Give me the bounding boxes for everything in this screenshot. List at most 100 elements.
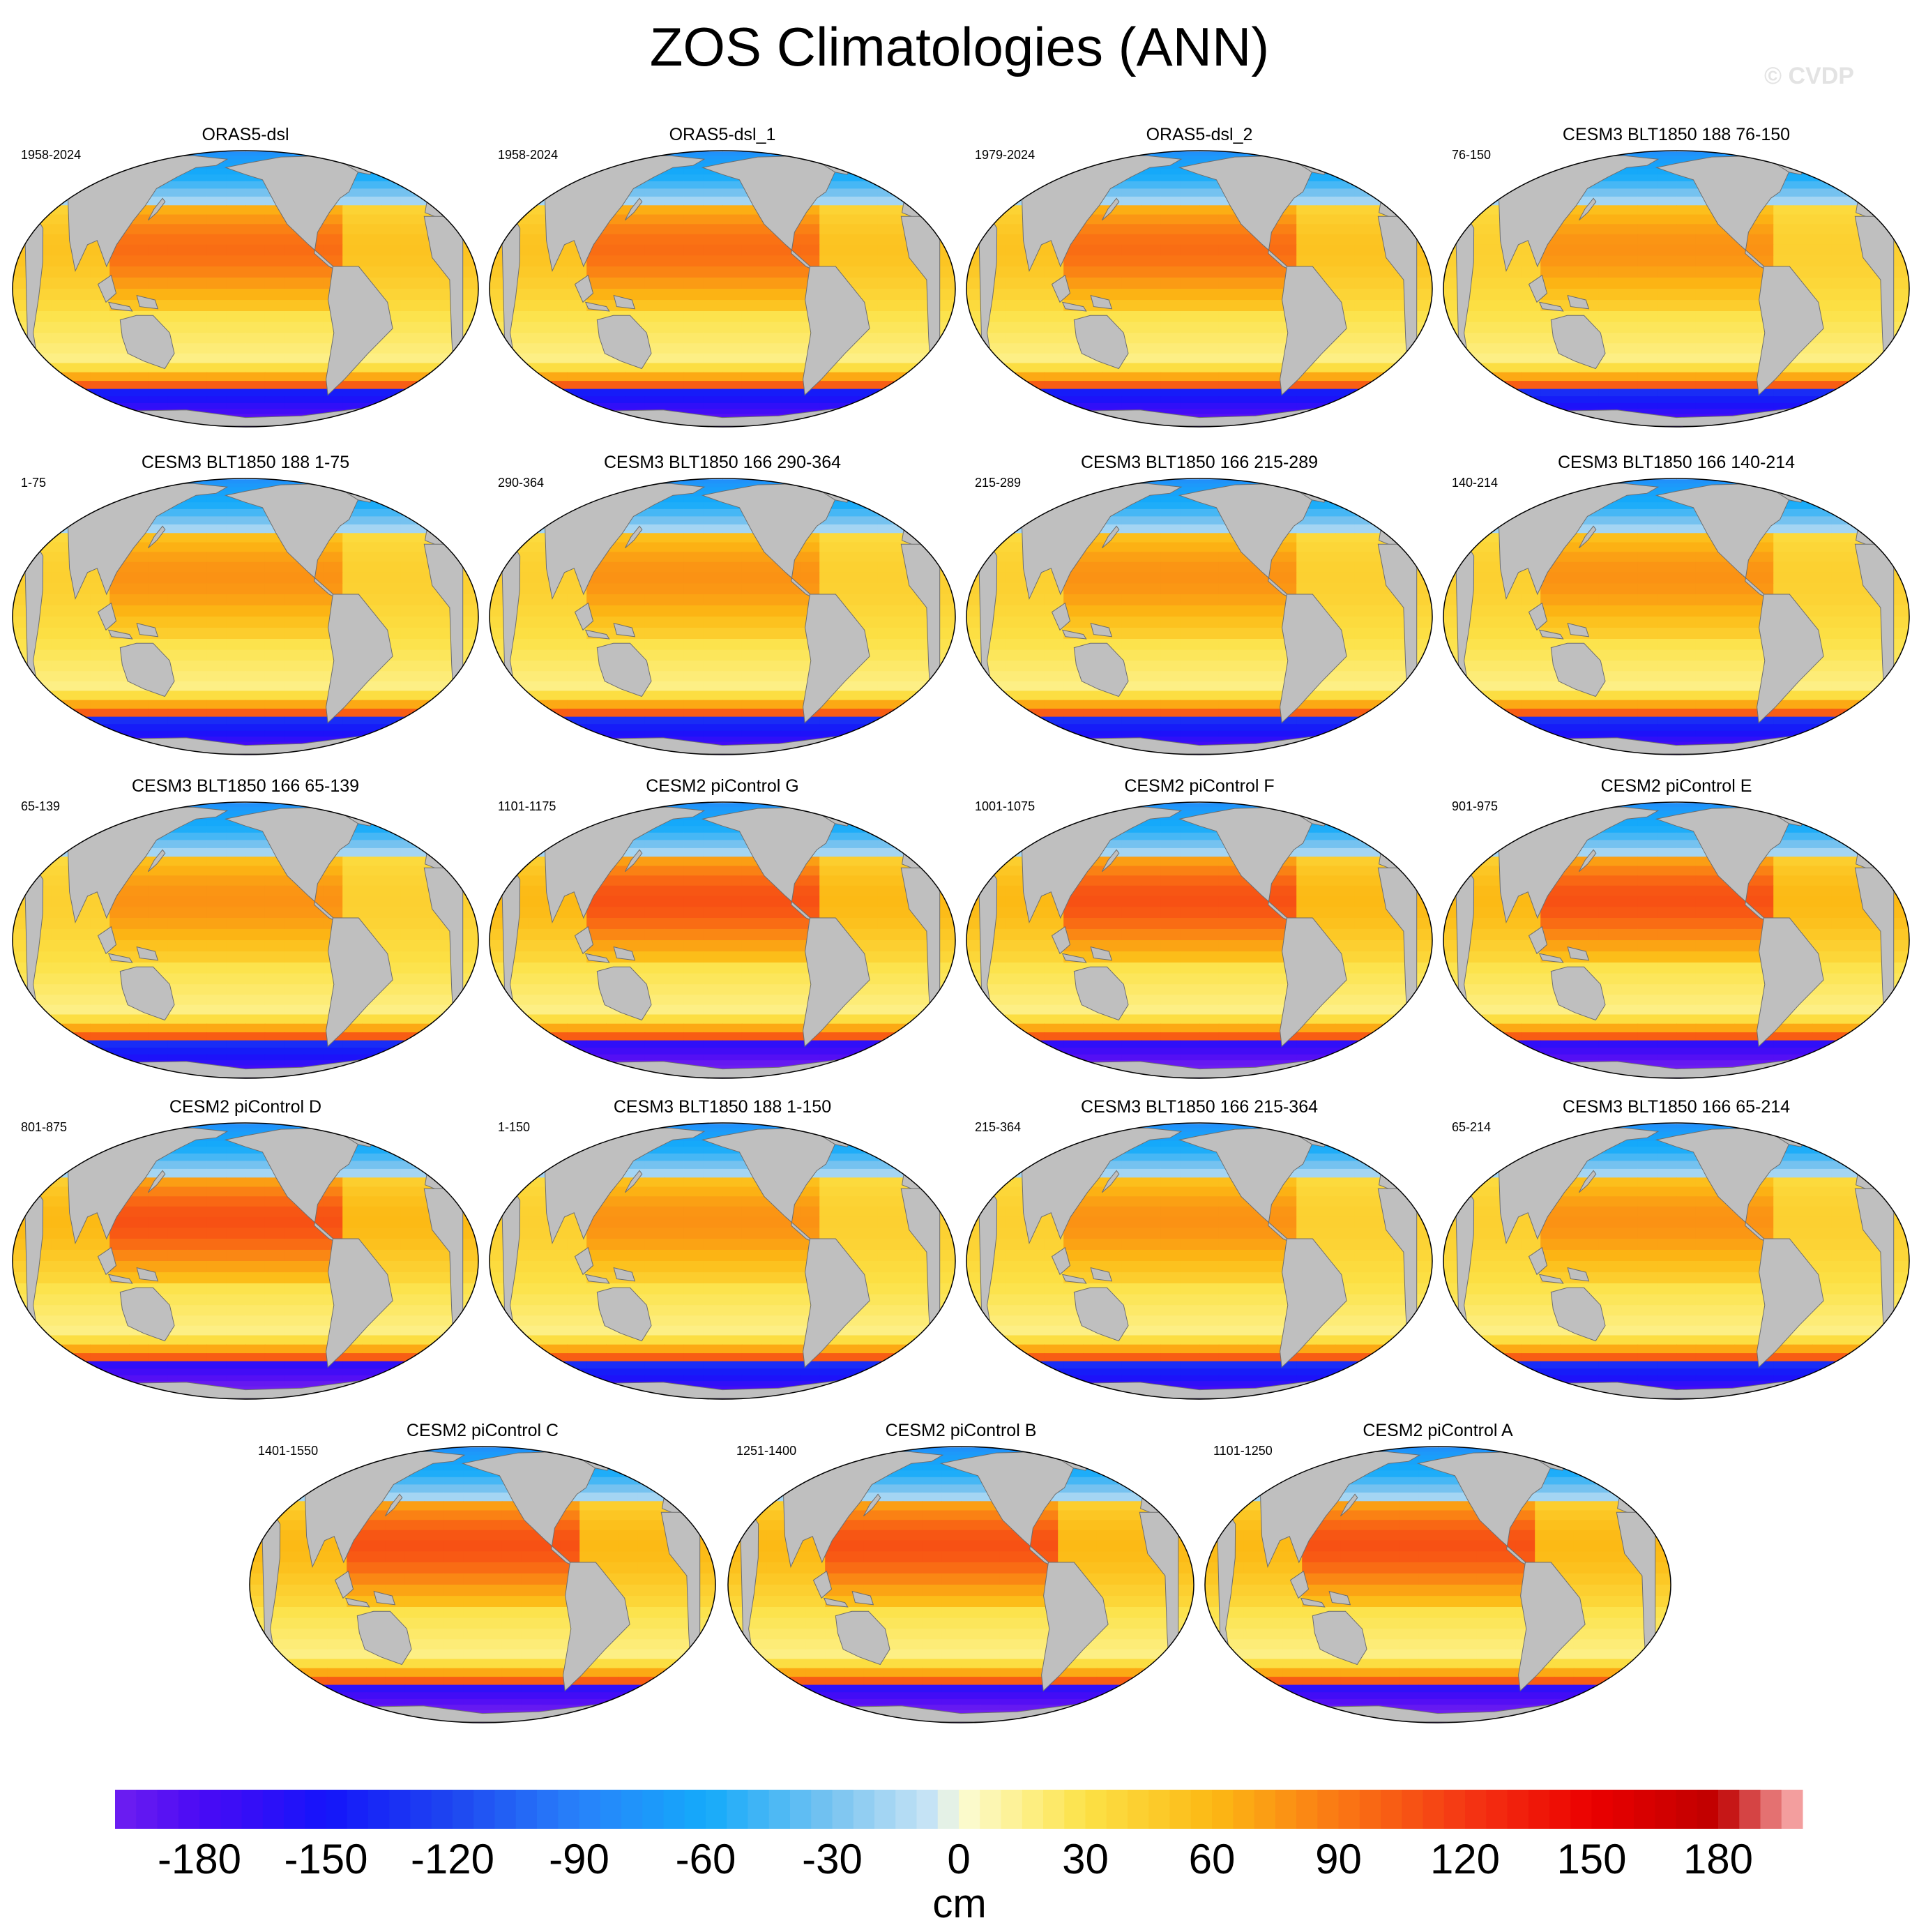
field-cell xyxy=(245,311,266,323)
field-cell xyxy=(323,746,343,750)
field-cell xyxy=(13,542,33,553)
field-cell xyxy=(1773,414,1793,419)
field-cell xyxy=(362,516,382,525)
field-cell xyxy=(1579,234,1600,246)
field-cell xyxy=(1657,153,1677,157)
field-cell xyxy=(800,224,820,235)
field-cell xyxy=(586,483,607,488)
field-cell xyxy=(1160,168,1181,176)
field-cell xyxy=(722,300,743,312)
field-cell xyxy=(1851,277,1872,289)
field-cell xyxy=(187,343,208,354)
field-cell xyxy=(839,483,859,488)
field-cell xyxy=(439,409,460,415)
field-cell xyxy=(1831,159,1852,165)
field-cell xyxy=(985,205,1006,216)
field-cell xyxy=(508,214,529,225)
field-cell xyxy=(1501,311,1522,323)
field-cell xyxy=(1277,396,1297,404)
field-cell xyxy=(1316,388,1336,397)
field-cell xyxy=(1354,311,1375,323)
field-cell xyxy=(381,418,402,423)
field-cell xyxy=(129,363,149,373)
field-cell xyxy=(1335,181,1356,190)
field-cell xyxy=(508,516,529,525)
field-cell xyxy=(1257,255,1278,267)
field-cell xyxy=(780,372,801,382)
field-cell xyxy=(1083,277,1103,289)
field-cell xyxy=(206,311,227,323)
field-cell xyxy=(90,649,110,661)
field-cell xyxy=(1024,421,1045,425)
field-cell xyxy=(644,289,665,301)
field-cell xyxy=(381,181,402,190)
field-cell xyxy=(1121,402,1142,410)
field-cell xyxy=(916,402,936,410)
field-cell xyxy=(245,617,266,628)
field-cell xyxy=(839,487,859,492)
field-cell xyxy=(703,224,723,235)
field-cell xyxy=(284,372,305,382)
field-cell xyxy=(703,671,723,682)
field-cell xyxy=(508,372,529,382)
field-cell xyxy=(1374,188,1395,197)
field-cell xyxy=(459,188,478,197)
field-cell xyxy=(264,690,285,701)
field-cell xyxy=(1083,402,1103,410)
field-cell xyxy=(459,214,478,225)
field-cell xyxy=(703,322,723,333)
field-cell xyxy=(381,153,402,157)
field-cell xyxy=(51,322,72,333)
field-cell xyxy=(1734,289,1755,301)
field-cell xyxy=(362,418,382,423)
field-cell xyxy=(381,421,402,425)
field-cell xyxy=(1335,159,1356,165)
field-cell xyxy=(625,151,646,154)
field-cell xyxy=(148,479,169,482)
field-cell xyxy=(1482,418,1503,423)
field-cell xyxy=(1695,343,1716,354)
field-cell xyxy=(206,502,227,510)
field-cell xyxy=(284,649,305,661)
field-cell xyxy=(303,333,324,344)
field-cell xyxy=(1890,151,1909,154)
field-cell xyxy=(858,605,879,617)
field-cell xyxy=(722,255,743,267)
field-cell xyxy=(966,181,987,190)
field-cell xyxy=(528,671,549,682)
field-cell xyxy=(703,542,723,553)
field-cell xyxy=(226,196,246,206)
field-cell xyxy=(897,487,918,492)
field-cell xyxy=(683,388,704,397)
field-cell xyxy=(490,402,510,410)
field-cell xyxy=(1598,151,1619,154)
field-cell xyxy=(897,188,918,197)
field-cell xyxy=(1354,421,1375,425)
field-cell xyxy=(1160,388,1181,397)
field-cell xyxy=(819,424,840,427)
field-cell xyxy=(129,690,149,701)
field-cell xyxy=(51,516,72,525)
field-cell xyxy=(1540,151,1561,154)
field-cell xyxy=(858,196,879,206)
field-cell xyxy=(1657,333,1677,344)
field-cell xyxy=(606,156,626,160)
field-cell xyxy=(916,363,936,373)
land-mass xyxy=(423,543,464,690)
field-cell xyxy=(877,224,898,235)
field-cell xyxy=(206,163,227,169)
field-cell xyxy=(722,524,743,534)
field-cell xyxy=(1812,409,1833,415)
field-cell xyxy=(1637,353,1658,364)
field-cell xyxy=(528,188,549,197)
field-cell xyxy=(1501,153,1522,157)
field-cell xyxy=(1335,244,1356,256)
field-cell xyxy=(31,188,52,197)
field-cell xyxy=(1793,188,1813,197)
field-cell xyxy=(284,266,305,278)
field-cell xyxy=(1793,205,1813,216)
field-cell xyxy=(1199,244,1220,256)
field-cell xyxy=(1121,181,1142,190)
field-cell xyxy=(897,508,918,518)
field-cell xyxy=(1715,343,1736,354)
